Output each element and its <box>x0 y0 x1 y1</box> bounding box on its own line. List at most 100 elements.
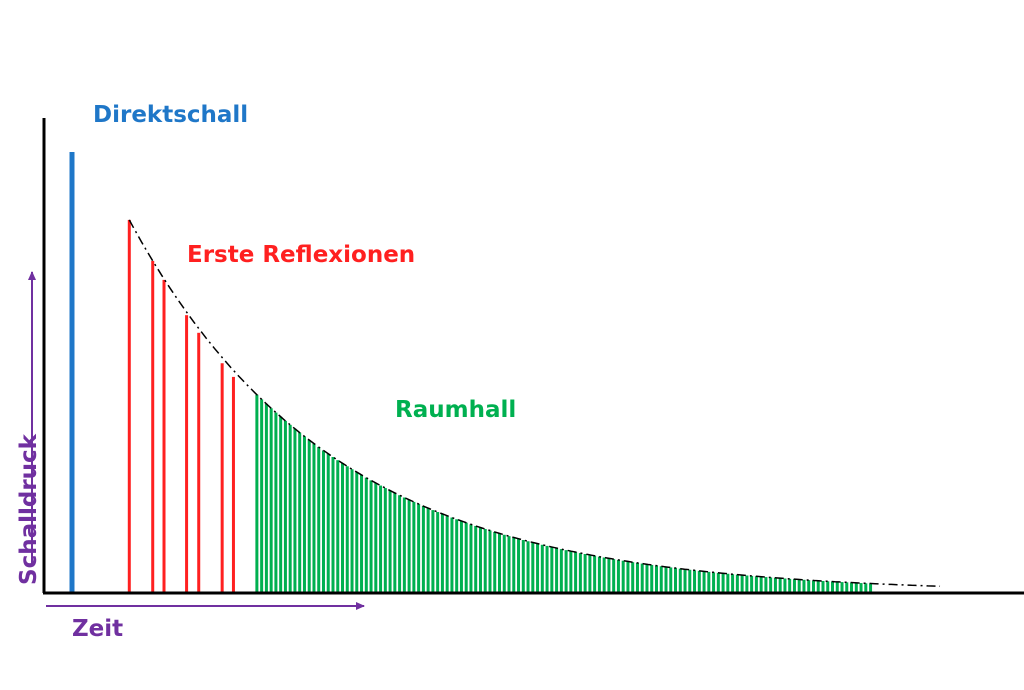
reverb-bar <box>778 578 782 593</box>
reverb-bar <box>345 466 349 593</box>
reverb-bar <box>264 403 268 593</box>
reverb-bar <box>840 582 844 593</box>
reverb-bar <box>721 573 725 593</box>
decay-envelope-curve <box>128 219 941 588</box>
reverb-bar <box>821 581 825 593</box>
reverb-bar <box>269 408 273 593</box>
reverb-bar <box>326 453 330 593</box>
reverb-bar <box>302 436 306 593</box>
reverb-bar <box>702 571 706 593</box>
early-reflection-bar <box>231 376 235 593</box>
reverb-bar <box>650 564 654 593</box>
reverb-bar <box>688 569 692 593</box>
reverb-bar <box>498 533 501 593</box>
reverb-bar <box>521 540 525 593</box>
reverb-bar <box>754 576 758 593</box>
reverb-bar <box>578 553 582 593</box>
reverb-bar <box>274 412 278 593</box>
reverb-bar <box>564 550 568 593</box>
reverb-bar <box>402 497 406 593</box>
reverb-bar <box>783 578 787 593</box>
reverb-bar <box>626 561 630 593</box>
reverb-bar <box>517 538 521 593</box>
reverb-bar <box>683 569 687 593</box>
reverb-bar <box>788 578 792 593</box>
reverb-bar <box>540 544 544 593</box>
reverb-bar <box>431 510 435 593</box>
reverb-bar <box>464 522 468 593</box>
reverb-bar <box>421 506 425 593</box>
reverb-bar <box>488 530 492 593</box>
early-reflection-bar <box>151 260 155 593</box>
early-reflection-bar <box>127 219 131 593</box>
reverb-bar <box>740 575 744 593</box>
reverb-bar <box>298 432 302 593</box>
reverb-bar <box>379 485 383 593</box>
reverb-bar <box>869 583 873 593</box>
reverb-bar <box>583 554 587 593</box>
reverb-bar <box>388 490 392 593</box>
reverb-bar <box>374 482 378 593</box>
reverb-bar <box>864 583 868 593</box>
early-reflection-bar <box>220 363 224 593</box>
reverb-bar <box>445 515 449 593</box>
reverb-bar <box>321 450 325 593</box>
reverb-bar <box>816 580 820 593</box>
reverb-bar <box>426 508 430 593</box>
reverb-bar <box>312 443 316 593</box>
reverb-bar <box>502 534 506 593</box>
y-axis-label: Schalldruck <box>16 434 42 585</box>
direct-sound-label: Direktschall <box>93 102 249 128</box>
reverb-bar <box>369 480 373 593</box>
reverb-bar <box>436 512 440 593</box>
reverb-bar <box>440 513 444 593</box>
reverb-bar <box>640 563 644 593</box>
reverb-bar <box>336 460 340 593</box>
reverb-bar <box>393 492 397 593</box>
impulse-response-bars <box>69 152 873 593</box>
reverberation-label: Raumhall <box>395 397 517 423</box>
reverb-bar <box>569 551 573 593</box>
reverb-bar <box>750 575 754 593</box>
reverb-bar <box>512 537 516 593</box>
reverb-bar <box>383 488 387 593</box>
reverb-bar <box>597 556 601 593</box>
reverb-bar <box>802 579 806 593</box>
reverb-bar <box>455 519 459 593</box>
reverb-bar <box>769 577 773 593</box>
reverb-bar <box>645 564 649 593</box>
reverb-bar <box>331 457 335 593</box>
reverb-bar <box>731 574 735 593</box>
reverb-bar <box>559 549 563 593</box>
reverb-bar <box>678 568 682 593</box>
reverb-bar <box>341 463 345 593</box>
reverb-bar <box>831 581 834 593</box>
reverb-bar <box>773 577 777 593</box>
reverb-bar <box>355 472 359 593</box>
early-reflection-bar <box>197 332 201 593</box>
reverb-bar <box>317 447 321 593</box>
reverb-bar <box>588 554 592 593</box>
reverb-bar <box>826 581 830 593</box>
reverb-bar <box>811 580 815 593</box>
reverb-bar <box>745 575 749 593</box>
reverb-bar <box>602 557 606 593</box>
reverb-bar <box>364 477 368 593</box>
reverb-bar <box>859 583 863 593</box>
reverb-bar <box>536 543 540 593</box>
reverb-bar <box>735 574 739 593</box>
reverb-bar <box>669 567 673 593</box>
reverb-bar <box>545 545 549 593</box>
reverb-bar <box>697 570 701 593</box>
reverb-bar <box>260 399 264 593</box>
reverb-bar <box>450 517 454 593</box>
reverb-bar <box>255 394 259 593</box>
reverb-bar <box>693 570 697 593</box>
reverb-bar <box>845 582 849 593</box>
reverb-bar <box>398 495 402 593</box>
reverb-bar <box>350 469 354 593</box>
reverb-bar <box>797 579 801 593</box>
reverb-bar <box>854 582 858 593</box>
x-axis-label: Zeit <box>72 616 124 642</box>
